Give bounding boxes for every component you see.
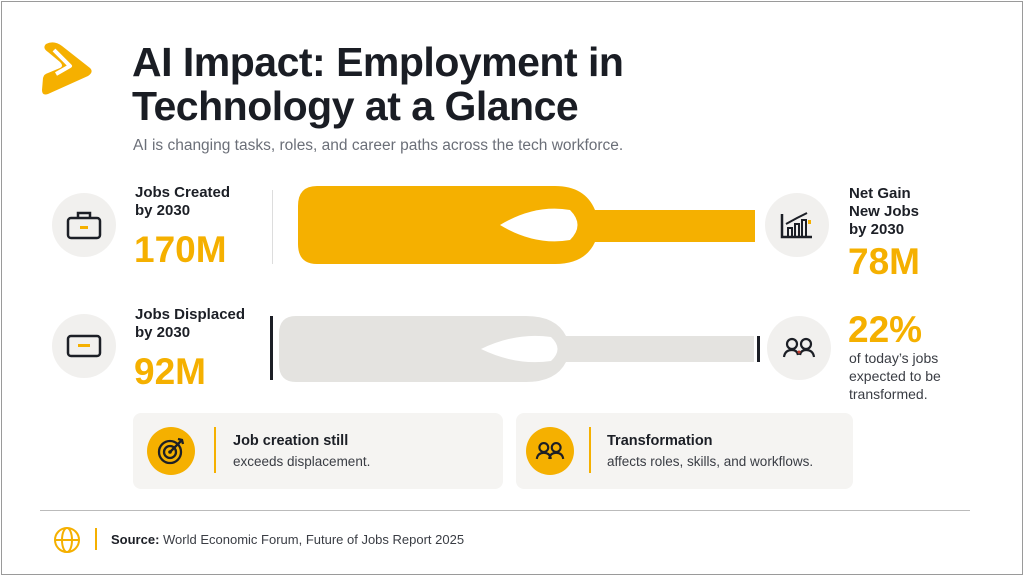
jobs-displaced-bar [279, 316, 754, 382]
jobs-created-label: Jobs Created by 2030 [135, 184, 231, 219]
target-icon-circle [147, 427, 195, 475]
briefcase-icon [66, 211, 102, 240]
marker-line [270, 316, 273, 380]
net-gain-value: 78M [848, 241, 920, 282]
subtitle: AI is changing tasks, roles, and career … [133, 137, 624, 154]
transformed-value: 22% [848, 309, 923, 350]
people-icon-circle [767, 316, 831, 380]
marker-line [757, 336, 760, 362]
card-desc: affects roles, skills, and workflows. [607, 454, 814, 469]
net-gain-label: Net Gain New Jobs by 2030 [849, 185, 920, 238]
people-icon [535, 442, 565, 460]
card-title: Transformation [607, 433, 713, 449]
net-gain-icon-circle [765, 193, 829, 257]
card-job-creation: Job creation still exceeds displacement. [133, 413, 503, 489]
card-icon-circle [52, 314, 116, 378]
jobs-created-value: 170M [134, 229, 227, 270]
briefcase-icon-circle [52, 193, 116, 257]
bar-chart-up-icon [780, 212, 812, 239]
target-icon [157, 437, 185, 465]
footer-divider [40, 510, 970, 511]
people-icon [782, 337, 816, 358]
globe-icon [54, 527, 80, 553]
divider [589, 427, 591, 473]
card-icon [66, 334, 102, 358]
source-text: Source: World Economic Forum, Future of … [111, 532, 465, 547]
page-title: AI Impact: Employment in Technology at a … [132, 39, 624, 129]
jobs-displaced-value: 92M [134, 351, 206, 392]
people-icon-circle [526, 427, 574, 475]
logo-icon [42, 42, 92, 95]
divider [272, 190, 273, 264]
jobs-displaced-label: Jobs Displaced by 2030 [135, 306, 246, 341]
divider [95, 528, 97, 550]
divider [214, 427, 216, 473]
card-title: Job creation still [233, 433, 349, 449]
transformed-desc: of today’s jobs expected to be transformed… [849, 350, 941, 402]
card-transformation: Transformation affects roles, skills, an… [516, 413, 853, 489]
jobs-created-bar [298, 186, 755, 264]
card-desc: exceeds displacement. [233, 454, 371, 469]
